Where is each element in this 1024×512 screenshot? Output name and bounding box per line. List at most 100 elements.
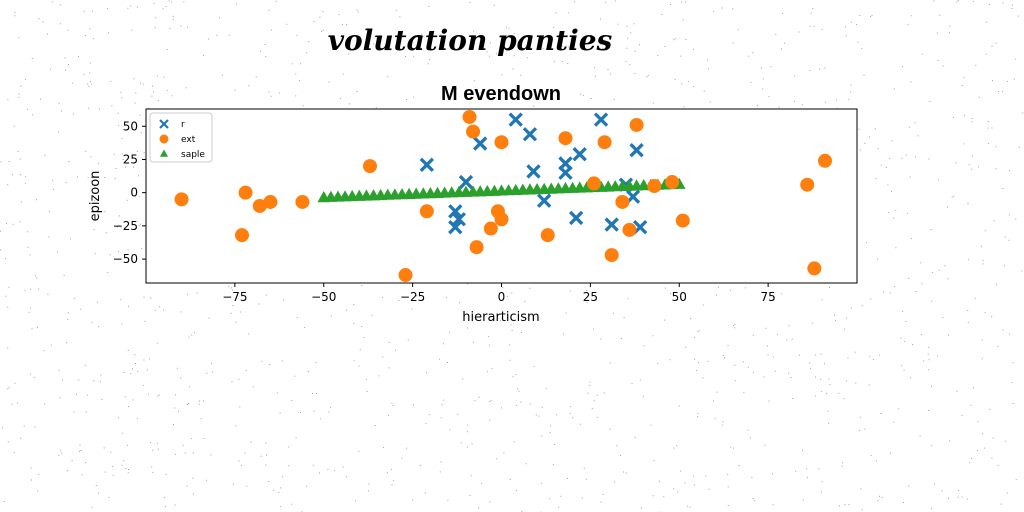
noise-dot	[988, 4, 990, 5]
noise-dot	[961, 414, 963, 416]
noise-dot	[467, 424, 469, 426]
noise-dot	[623, 317, 625, 318]
noise-dot	[98, 326, 100, 328]
noise-dot	[845, 35, 847, 37]
noise-dot	[697, 412, 699, 414]
y-axis-ticks: −50 −25 0 25 50	[113, 119, 146, 266]
noise-dot	[676, 445, 678, 447]
noise-dot	[31, 479, 32, 481]
noise-dot	[874, 128, 876, 130]
noise-dot	[449, 429, 451, 431]
data-point-r	[629, 143, 644, 158]
noise-dot	[234, 89, 236, 91]
noise-dot	[768, 400, 770, 402]
noise-dot	[104, 211, 106, 213]
noise-dot	[500, 320, 501, 322]
noise-dot	[445, 296, 447, 298]
noise-dot	[108, 496, 110, 498]
noise-dot	[83, 73, 85, 75]
noise-dot	[912, 344, 914, 346]
noise-dot	[505, 26, 507, 28]
noise-dot	[1002, 90, 1004, 92]
noise-dot	[825, 101, 827, 103]
noise-dot	[734, 380, 736, 382]
noise-dot	[865, 242, 867, 244]
noise-dot	[180, 377, 182, 379]
noise-dot	[705, 475, 707, 477]
x-marker-stroke	[448, 220, 463, 235]
x-marker-stroke	[558, 165, 573, 180]
noise-dot	[271, 29, 272, 31]
noise-dot	[1011, 8, 1013, 9]
noise-dot	[931, 445, 933, 447]
noise-dot	[356, 9, 358, 11]
noise-dot	[130, 5, 132, 7]
noise-dot	[1012, 362, 1014, 364]
noise-dot	[981, 245, 982, 247]
noise-dot	[861, 48, 863, 50]
noise-dot	[206, 372, 208, 374]
noise-dot	[110, 80, 112, 82]
noise-dot	[13, 452, 15, 454]
noise-dot	[809, 70, 811, 71]
noise-dot	[230, 312, 232, 314]
noise-dot	[815, 354, 817, 356]
noise-dot	[462, 378, 464, 380]
noise-dot	[78, 379, 80, 381]
noise-dot	[821, 299, 823, 301]
noise-dot	[131, 29, 133, 31]
noise-dot	[572, 417, 574, 419]
noise-dot	[97, 206, 99, 208]
noise-dot	[20, 201, 22, 203]
noise-dot	[67, 29, 69, 31]
noise-dot	[947, 206, 948, 208]
noise-dot	[232, 483, 234, 485]
noise-dot	[690, 318, 691, 320]
noise-dot	[156, 443, 158, 445]
data-point-ext	[586, 176, 601, 191]
noise-dot	[36, 199, 37, 201]
noise-dot	[172, 19, 174, 21]
noise-dot	[599, 43, 601, 45]
noise-dot	[501, 407, 502, 409]
noise-dot	[971, 121, 973, 123]
noise-dot	[974, 297, 976, 299]
noise-dot	[558, 506, 560, 508]
noise-dot	[722, 421, 724, 423]
noise-dot	[40, 98, 41, 100]
noise-dot	[730, 446, 732, 448]
x-marker-stroke	[604, 217, 619, 232]
noise-dot	[399, 16, 401, 18]
data-point-ext	[494, 212, 509, 227]
noise-dot	[489, 419, 491, 421]
noise-dot	[368, 483, 370, 485]
noise-dot	[590, 98, 592, 99]
noise-dot	[291, 503, 293, 505]
noise-dot	[174, 504, 176, 506]
noise-dot	[125, 166, 126, 168]
data-point-ext	[252, 198, 267, 213]
noise-dot	[708, 488, 710, 490]
noise-dot	[838, 392, 840, 394]
noise-dot	[752, 372, 754, 374]
noise-dot	[538, 415, 540, 417]
data-point-ext	[466, 124, 481, 139]
noise-dot	[1009, 333, 1011, 335]
noise-dot	[574, 1, 575, 3]
noise-dot	[42, 21, 44, 23]
chart-title: M evendown	[441, 83, 561, 105]
noise-dot	[27, 108, 29, 110]
noise-dot	[199, 400, 200, 402]
noise-dot	[123, 227, 125, 229]
noise-dot	[626, 47, 628, 49]
data-point-r	[558, 165, 573, 180]
noise-dot	[319, 472, 320, 474]
noise-dot	[875, 178, 877, 180]
noise-dot	[187, 26, 189, 28]
noise-dot	[359, 349, 361, 351]
noise-dot	[1018, 146, 1020, 148]
noise-dot	[33, 376, 35, 378]
noise-dot	[371, 314, 373, 316]
x-tick-label: 50	[672, 290, 687, 304]
noise-dot	[772, 356, 774, 358]
